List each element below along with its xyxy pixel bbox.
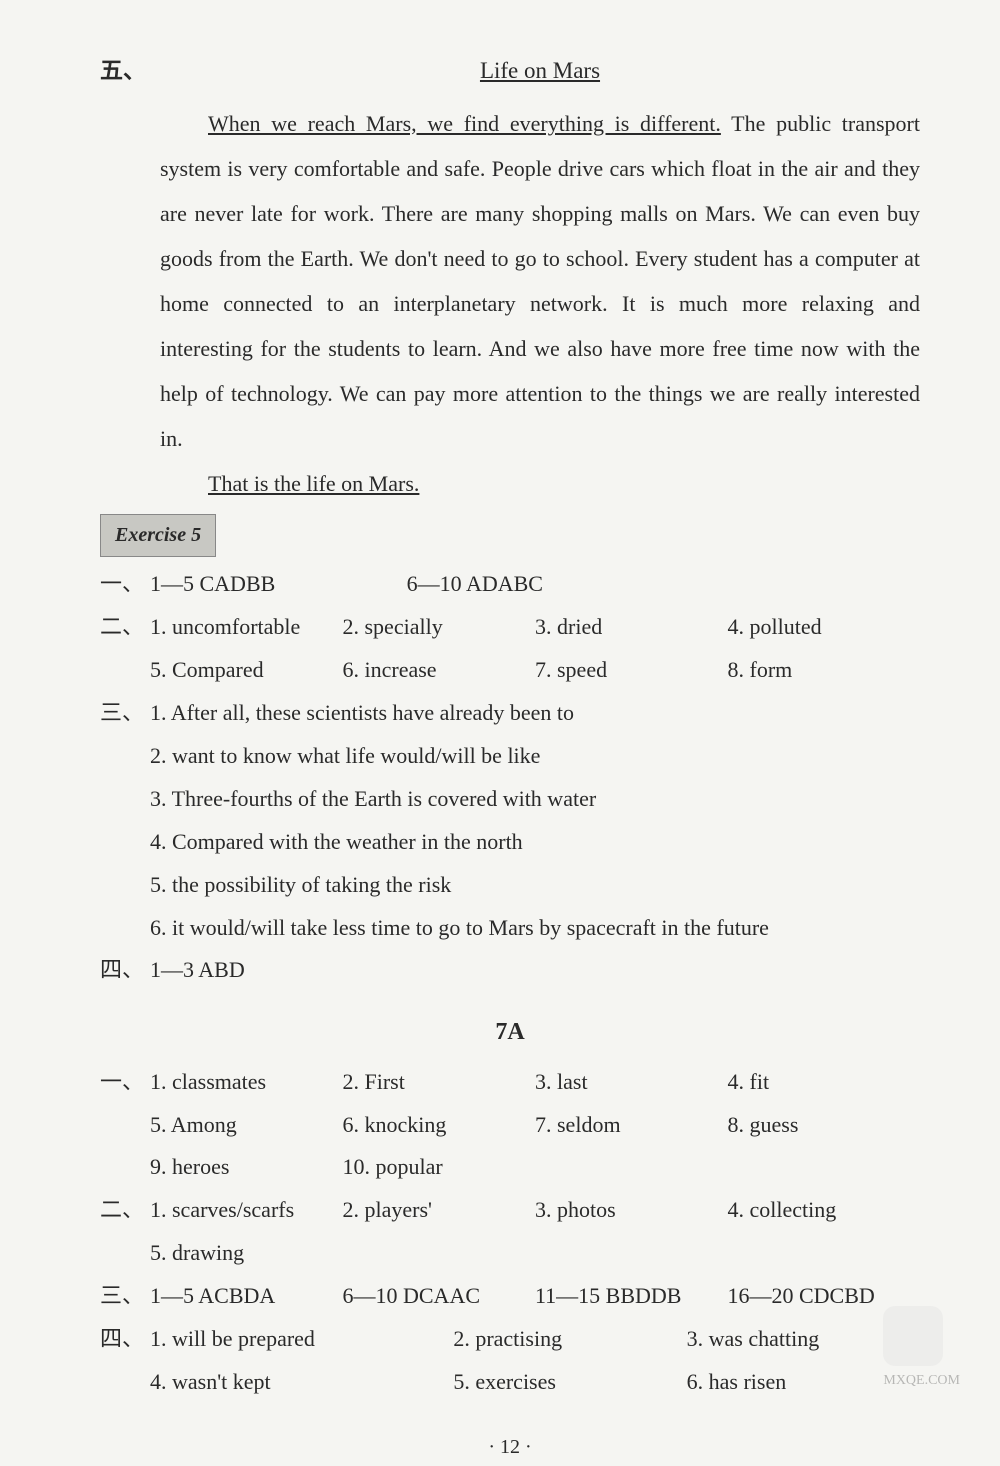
- s7a-one-10: 10. popular: [343, 1146, 536, 1189]
- ex5-three-1: 1. After all, these scientists have alre…: [150, 692, 574, 735]
- s7a-two-label: 二、: [100, 1189, 150, 1232]
- s7a-one-3: 3. last: [535, 1061, 728, 1104]
- exercise-5-answers: 一、 1—5 CADBB 6—10 ADABC 二、 1. uncomforta…: [100, 563, 920, 992]
- s7a-two-5: 5. drawing: [150, 1232, 343, 1275]
- s7a-one-7: 7. seldom: [535, 1104, 728, 1147]
- s7a-one-6: 6. knocking: [343, 1104, 536, 1147]
- watermark-text: MXQE.COM: [883, 1368, 960, 1394]
- section-7a-heading: 7A: [100, 1010, 920, 1054]
- s7a-four-4: 4. wasn't kept: [150, 1361, 453, 1404]
- s7a-one-4: 4. fit: [728, 1061, 921, 1104]
- essay-title: Life on Mars: [160, 50, 920, 93]
- ex5-one-b: 6—10 ADABC: [407, 563, 664, 606]
- s7a-two-1: 1. scarves/scarfs: [150, 1189, 343, 1232]
- essay-p1-rest: The public transport system is very comf…: [160, 111, 920, 452]
- section-7a-answers: 一、 1. classmates 2. First 3. last 4. fit…: [100, 1061, 920, 1404]
- ex5-three-2: 2. want to know what life would/will be …: [150, 735, 920, 778]
- s7a-three-b: 6—10 DCAAC: [343, 1275, 536, 1318]
- ex5-one-label: 一、: [100, 563, 150, 606]
- s7a-four-2: 2. practising: [453, 1318, 686, 1361]
- exercise-5-label: Exercise 5: [100, 514, 216, 557]
- essay-body: When we reach Mars, we find everything i…: [160, 101, 920, 507]
- page-number: · 12 ·: [100, 1429, 920, 1466]
- s7a-two-3: 3. photos: [535, 1189, 728, 1232]
- ex5-three-3: 3. Three-fourths of the Earth is covered…: [150, 778, 920, 821]
- ex5-four-label: 四、: [100, 949, 150, 992]
- ex5-two-7: 7. speed: [535, 649, 728, 692]
- watermark-logo-icon: [883, 1306, 943, 1366]
- s7a-four-label: 四、: [100, 1318, 150, 1361]
- s7a-three-c: 11—15 BBDDB: [535, 1275, 728, 1318]
- ex5-three-label: 三、: [100, 692, 150, 735]
- s7a-one-1: 1. classmates: [150, 1061, 343, 1104]
- ex5-two-2: 2. specially: [343, 606, 536, 649]
- s7a-one-9: 9. heroes: [150, 1146, 343, 1189]
- s7a-four-1: 1. will be prepared: [150, 1318, 453, 1361]
- s7a-one-8: 8. guess: [728, 1104, 921, 1147]
- essay-opening-underlined: When we reach Mars, we find everything i…: [208, 111, 721, 136]
- s7a-one-label: 一、: [100, 1061, 150, 1104]
- ex5-two-1: 1. uncomfortable: [150, 606, 343, 649]
- ex5-one-a: 1—5 CADBB: [150, 563, 407, 606]
- watermark: MXQE.COM: [883, 1306, 960, 1394]
- section-five-label: 五、: [100, 50, 146, 93]
- s7a-three-label: 三、: [100, 1275, 150, 1318]
- ex5-two-6: 6. increase: [343, 649, 536, 692]
- ex5-two-3: 3. dried: [535, 606, 728, 649]
- s7a-one-5: 5. Among: [150, 1104, 343, 1147]
- s7a-one-2: 2. First: [343, 1061, 536, 1104]
- s7a-four-5: 5. exercises: [453, 1361, 686, 1404]
- ex5-two-5: 5. Compared: [150, 649, 343, 692]
- s7a-two-4: 4. collecting: [728, 1189, 921, 1232]
- essay-closing-underlined: That is the life on Mars.: [208, 471, 419, 496]
- s7a-two-2: 2. players': [343, 1189, 536, 1232]
- s7a-three-a: 1—5 ACBDA: [150, 1275, 343, 1318]
- ex5-two-8: 8. form: [728, 649, 921, 692]
- ex5-four-a: 1—3 ABD: [150, 949, 245, 992]
- ex5-three-4: 4. Compared with the weather in the nort…: [150, 821, 920, 864]
- ex5-two-4: 4. polluted: [728, 606, 921, 649]
- ex5-three-5: 5. the possibility of taking the risk: [150, 864, 920, 907]
- ex5-three-6: 6. it would/will take less time to go to…: [150, 907, 920, 950]
- ex5-two-label: 二、: [100, 606, 150, 649]
